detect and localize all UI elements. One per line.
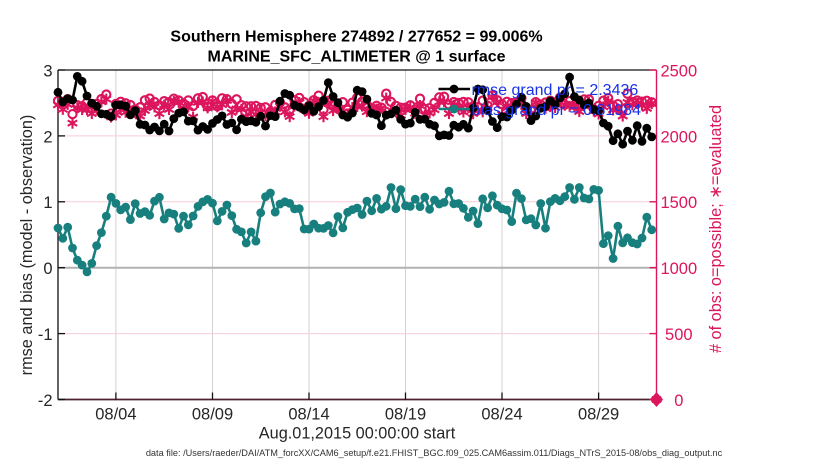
svg-text:08/09: 08/09 <box>192 406 233 424</box>
svg-text:bias grand pr = 0.81984: bias grand pr = 0.81984 <box>472 102 642 119</box>
svg-text:08/04: 08/04 <box>95 406 136 424</box>
svg-text:rmse and bias (model - observa: rmse and bias (model - observation) <box>18 115 36 376</box>
svg-text:08/14: 08/14 <box>288 406 329 424</box>
svg-text:Southern Hemisphere 274892 / 2: Southern Hemisphere 274892 / 277652 = 99… <box>170 29 542 46</box>
svg-text:Aug.01,2015 00:00:00 start: Aug.01,2015 00:00:00 start <box>259 425 456 443</box>
svg-text:08/24: 08/24 <box>481 406 522 424</box>
svg-text:0: 0 <box>674 392 683 410</box>
svg-text:2500: 2500 <box>660 62 697 80</box>
svg-text:2: 2 <box>43 128 52 146</box>
svg-text:1: 1 <box>43 194 52 212</box>
svg-text:MARINE_SFC_ALTIMETER @ 1 surfa: MARINE_SFC_ALTIMETER @ 1 surface <box>207 49 505 66</box>
svg-text:500: 500 <box>665 326 693 344</box>
svg-text:08/19: 08/19 <box>385 406 426 424</box>
svg-text:1000: 1000 <box>660 260 697 278</box>
svg-text:# of obs: o=possible; ∗=evalua: # of obs: o=possible; ∗=evaluated <box>707 105 725 353</box>
svg-text:0: 0 <box>43 260 52 278</box>
svg-text:2000: 2000 <box>660 128 697 146</box>
svg-text:08/29: 08/29 <box>578 406 619 424</box>
svg-text:3: 3 <box>43 62 52 80</box>
svg-text:-2: -2 <box>38 392 53 410</box>
svg-text:-1: -1 <box>38 326 53 344</box>
svg-text:rmse grand pr = 2.3436: rmse grand pr = 2.3436 <box>472 82 639 99</box>
svg-text:1500: 1500 <box>660 194 697 212</box>
svg-text:data file: /Users/raeder/DAI/A: data file: /Users/raeder/DAI/ATM_forcXX/… <box>146 448 723 458</box>
